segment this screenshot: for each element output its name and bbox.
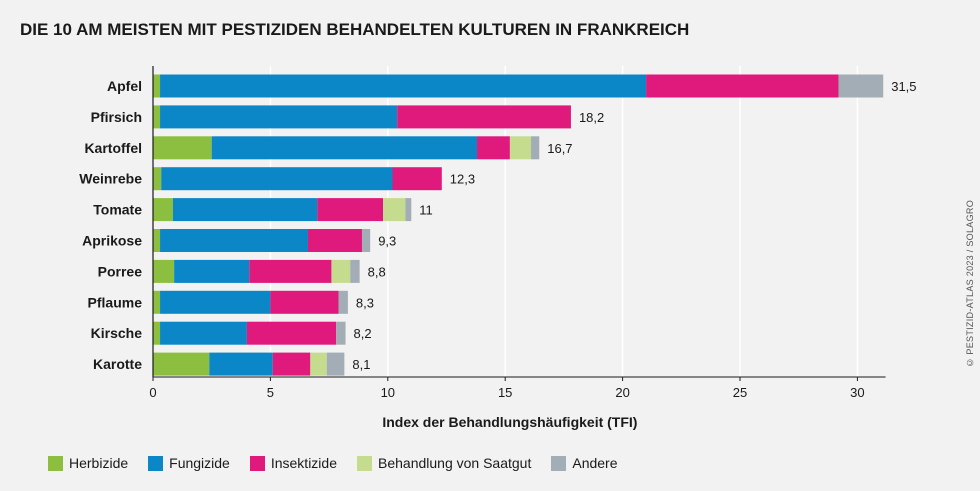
bar-segment (246, 321, 337, 345)
credit-text: © PESTIZID-ATLAS 2023 / SOLAGRO (965, 200, 975, 368)
legend-item: Andere (551, 455, 618, 471)
bar-segment (153, 105, 161, 129)
bar-segment (160, 105, 398, 129)
legend-swatch (48, 455, 63, 471)
category-label: Kirsche (91, 325, 143, 341)
category-label: Karotte (93, 356, 142, 372)
x-tick-label: 25 (733, 385, 747, 400)
legend-swatch (357, 455, 372, 471)
total-label: 8,8 (368, 264, 386, 279)
bar-segment (317, 198, 384, 222)
total-label: 18,2 (579, 110, 604, 125)
category-label: Weinrebe (79, 171, 142, 187)
bar-segment (531, 136, 540, 160)
bar-segment (172, 198, 318, 222)
legend-item: Behandlung von Saatgut (357, 455, 531, 471)
bar-segment (477, 136, 510, 160)
bar-segment (838, 74, 884, 98)
legend-item: Insektizide (249, 455, 337, 471)
total-label: 11 (419, 203, 433, 218)
chart-title: DIE 10 AM MEISTEN MIT PESTIZIDEN BEHANDE… (20, 20, 690, 39)
total-label: 31,5 (891, 79, 916, 94)
bar-segment (160, 290, 271, 314)
bar-segment (272, 352, 311, 376)
category-label: Aprikose (82, 233, 142, 249)
x-axis-title: Index der Behandlungshäufigkeit (TFI) (382, 414, 637, 430)
legend-swatch (551, 455, 567, 471)
bar-segment (392, 167, 442, 191)
category-label: Porree (98, 263, 143, 279)
legend-label: Fungizide (169, 455, 230, 471)
bar-segment (397, 105, 571, 129)
category-label: Tomate (93, 202, 142, 218)
legend-swatch (249, 455, 265, 471)
bar-segment (509, 136, 532, 160)
x-tick-label: 15 (498, 385, 512, 400)
bar-segment (153, 74, 161, 98)
bar-segment (336, 321, 346, 345)
x-tick-label: 5 (267, 385, 274, 400)
x-tick-label: 30 (850, 385, 864, 400)
bar-segment (326, 352, 345, 376)
bar-segment (153, 229, 161, 252)
category-label: Pflaume (88, 294, 143, 310)
bar-segment (361, 229, 371, 252)
total-label: 9,3 (378, 234, 396, 249)
bar-segment (174, 259, 250, 283)
bar-segment (646, 74, 839, 98)
total-label: 8,3 (356, 295, 374, 310)
bar-segment (161, 167, 393, 191)
legend-item: Herbizide (48, 455, 128, 471)
x-tick-label: 20 (615, 385, 629, 400)
bar-segment (270, 290, 339, 314)
category-label: Pfirsich (91, 109, 142, 125)
bar-segment (249, 259, 332, 283)
bar-segment (310, 352, 327, 376)
bar-segment (211, 136, 478, 160)
legend-item: Fungizide (148, 455, 230, 471)
bar-segment (153, 259, 175, 283)
legend-label: Herbizide (69, 455, 129, 471)
total-label: 12,3 (450, 172, 475, 187)
chart-legend: Herbizide Fungizide Insektizide Behandlung … (48, 455, 638, 471)
x-tick-label: 10 (381, 385, 395, 400)
legend-label: Andere (572, 455, 618, 471)
bar-segment (307, 229, 362, 252)
bar-segment (338, 290, 348, 314)
bar-segment (153, 136, 212, 160)
bar-segment (331, 259, 351, 283)
bar-segment (160, 74, 647, 98)
total-label: 16,7 (547, 141, 572, 156)
bar-segment (350, 259, 360, 283)
legend-label: Insektizide (270, 455, 337, 471)
total-label: 8,1 (352, 357, 370, 372)
bar-segment (405, 198, 412, 222)
total-label: 8,2 (354, 326, 372, 341)
category-label: Kartoffel (84, 140, 142, 156)
x-tick-label: 0 (149, 385, 156, 400)
bar-segment (153, 290, 161, 314)
legend-swatch (148, 455, 164, 471)
bar-segment (153, 321, 161, 345)
bar-segment (160, 229, 308, 252)
bar-segment (153, 198, 173, 222)
legend-label: Behandlung von Saatgut (378, 455, 532, 471)
bar-segment (153, 167, 162, 191)
bar-segment (160, 321, 247, 345)
bar-segment (383, 198, 406, 222)
category-label: Apfel (107, 78, 142, 94)
bar-segment (209, 352, 273, 376)
bar-segment (153, 352, 210, 376)
